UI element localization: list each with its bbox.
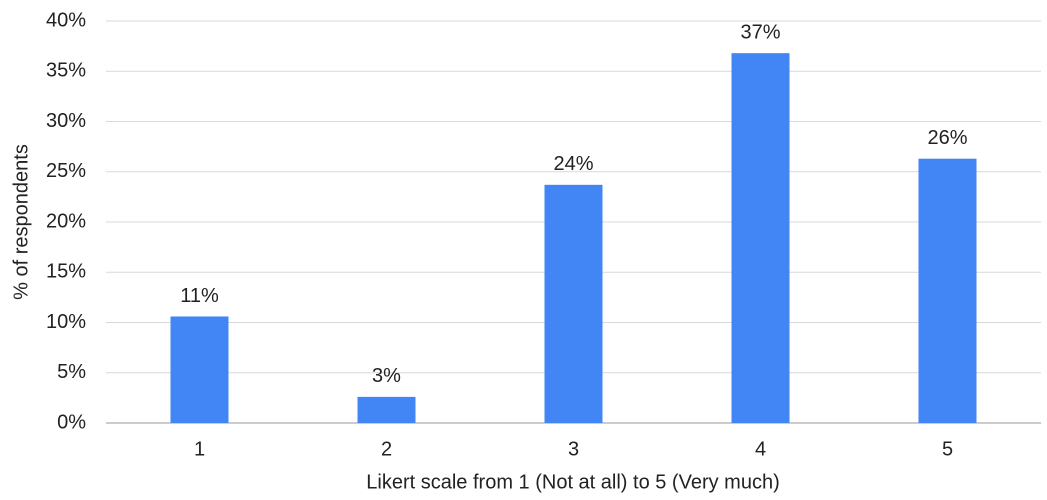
y-tick-label: 25% xyxy=(46,160,86,182)
x-tick-label: 2 xyxy=(381,438,392,460)
value-label: 3% xyxy=(372,365,401,387)
bar xyxy=(918,158,977,423)
bar xyxy=(357,396,416,423)
y-axis-title: % of respondents xyxy=(10,144,32,300)
y-tick-label: 20% xyxy=(46,210,86,232)
value-label: 11% xyxy=(180,285,219,307)
x-tick-label: 1 xyxy=(194,438,205,460)
value-label: 26% xyxy=(927,127,967,149)
x-tick-label: 4 xyxy=(755,438,766,460)
x-tick-label: 5 xyxy=(942,438,953,460)
y-tick-label: 35% xyxy=(46,60,86,82)
bar xyxy=(731,53,790,423)
value-label: 37% xyxy=(740,21,780,43)
y-tick-label: 40% xyxy=(46,9,86,31)
bar xyxy=(170,316,229,423)
x-axis-title: Likert scale from 1 (Not at all) to 5 (V… xyxy=(366,471,779,493)
y-tick-label: 10% xyxy=(46,311,86,333)
y-tick-label: 30% xyxy=(46,110,86,132)
bar xyxy=(544,184,603,423)
y-tick-label: 0% xyxy=(57,411,86,433)
x-tick-label: 3 xyxy=(568,438,579,460)
y-tick-label: 15% xyxy=(46,261,86,283)
y-tick-label: 5% xyxy=(57,361,86,383)
value-label: 24% xyxy=(553,153,593,175)
